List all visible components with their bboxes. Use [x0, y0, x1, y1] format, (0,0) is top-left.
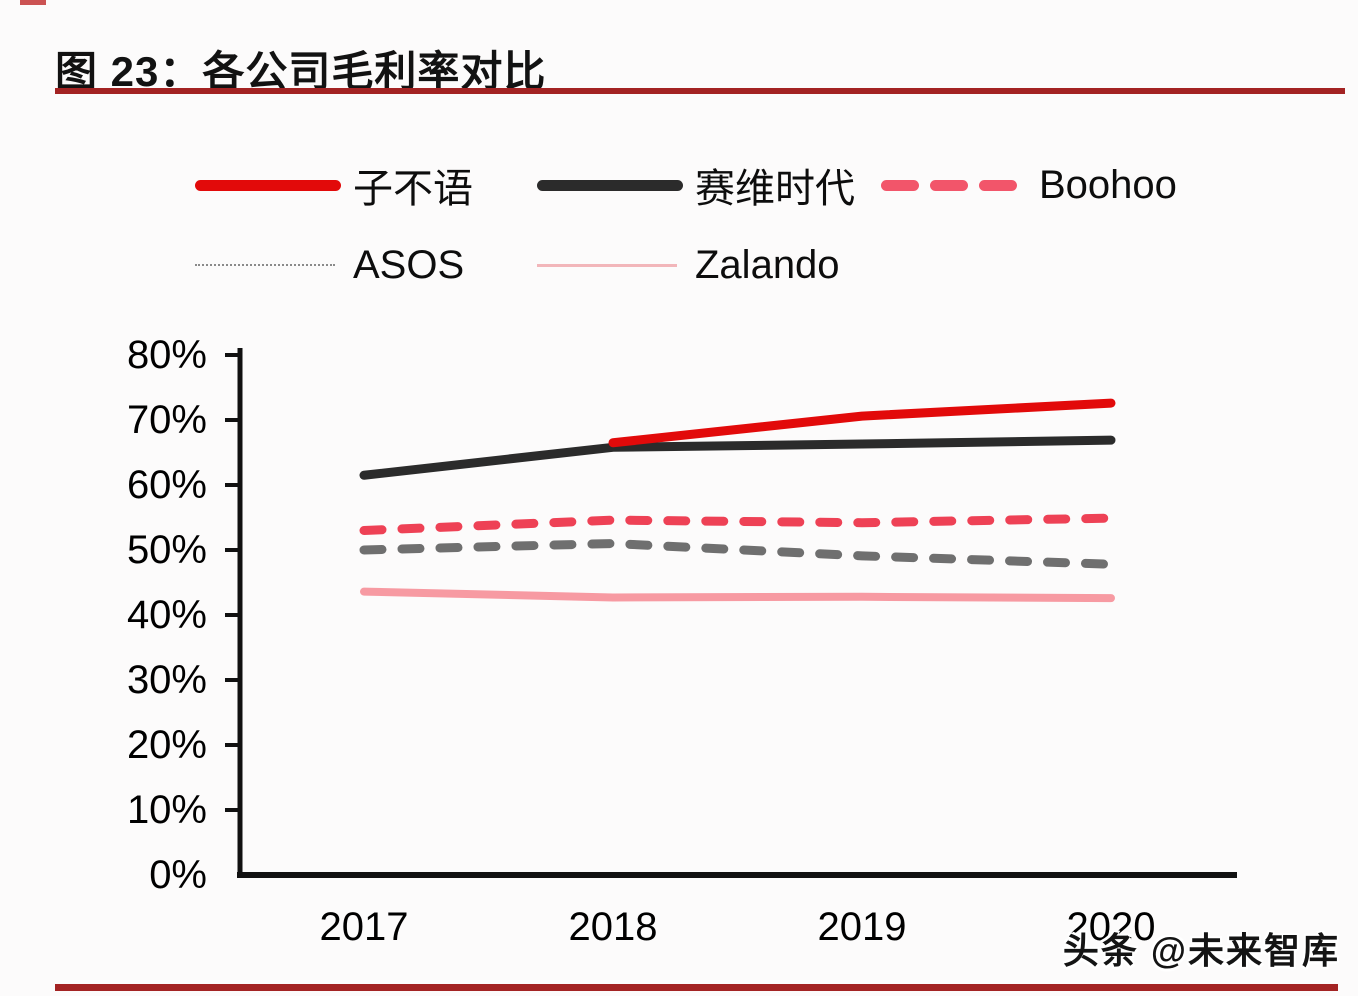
series-line-asos — [359, 539, 1116, 569]
legend-marker-dark-solid-icon — [537, 178, 683, 192]
legend-item-boohoo: Boohoo — [881, 160, 1177, 210]
bottom-red-rule — [55, 984, 1338, 991]
x-tick-label: 2019 — [818, 905, 907, 949]
legend-marker-pink-dash-icon — [881, 178, 1027, 192]
series-line-zalando — [360, 587, 1115, 603]
legend-item-saiweishidai: 赛维时代 — [537, 160, 881, 211]
series-line-zibuyu — [608, 398, 1116, 448]
legend-item-zalando: Zalando — [537, 240, 881, 290]
legend-marker-gray-dotted-icon — [195, 258, 341, 272]
y-tick-label: 70% — [127, 398, 207, 442]
figure-title: 图 23：各公司毛利率对比 — [55, 48, 547, 95]
y-tick-label: 40% — [127, 593, 207, 637]
legend-label: Boohoo — [1039, 162, 1177, 207]
x-tick-label: 2018 — [569, 905, 658, 949]
x-tick-label: 2020 — [1067, 905, 1156, 949]
chart-legend: 子不语 赛维时代 Boohoo ASOS Zalando — [195, 160, 1177, 290]
legend-marker-red-solid-icon — [195, 178, 341, 192]
legend-label: Zalando — [695, 242, 840, 287]
title-underline-rule — [55, 88, 1345, 94]
legend-item-zibuyu: 子不语 — [195, 160, 537, 211]
legend-label: ASOS — [353, 242, 465, 287]
y-tick-label: 30% — [127, 658, 207, 702]
legend-marker-lightpink-solid-icon — [537, 258, 683, 272]
legend-label: 赛维时代 — [695, 167, 855, 211]
y-tick-label: 50% — [127, 528, 207, 572]
y-tick-label: 10% — [127, 788, 207, 832]
legend-item-asos: ASOS — [195, 240, 537, 290]
y-tick-label: 20% — [127, 723, 207, 767]
legend-label: 子不语 — [353, 167, 473, 211]
series-line-saiweishidai — [359, 435, 1116, 480]
series-line-boohoo — [359, 513, 1116, 535]
y-tick-label: 0% — [149, 853, 207, 897]
top-left-red-mark — [20, 0, 46, 5]
x-tick-label: 2017 — [320, 905, 409, 949]
y-tick-label: 80% — [127, 333, 207, 377]
watermark-text: 头条 @未来智库 — [1062, 930, 1340, 971]
y-tick-label: 60% — [127, 463, 207, 507]
